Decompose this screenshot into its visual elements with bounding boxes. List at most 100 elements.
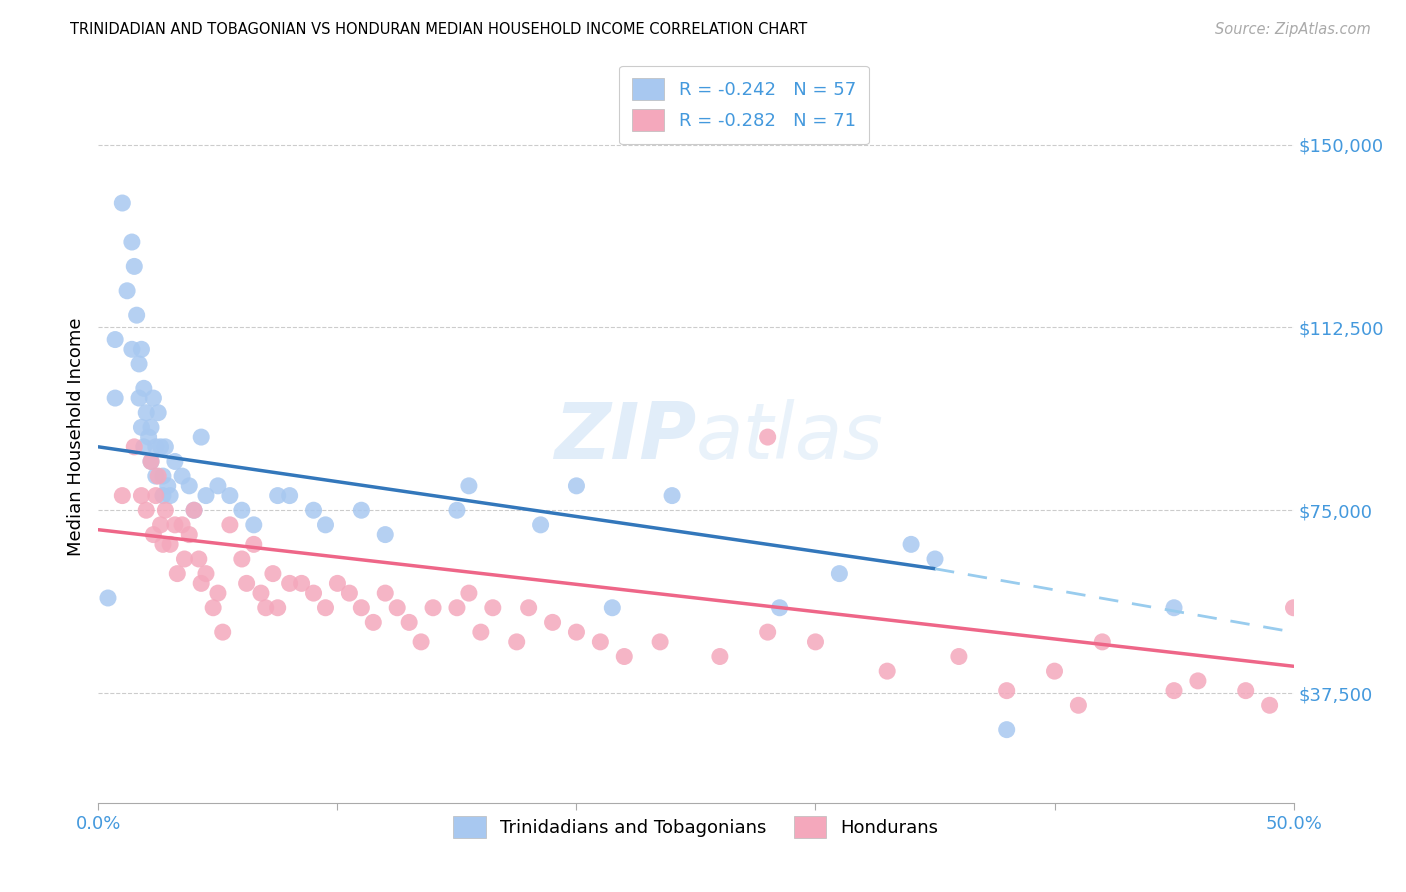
- Point: [152, 489, 174, 503]
- Point: [124, 260, 146, 274]
- Point: [828, 566, 851, 581]
- Point: [135, 406, 157, 420]
- Point: [315, 517, 337, 532]
- Point: [195, 489, 218, 503]
- Point: [139, 420, 162, 434]
- Point: [267, 600, 290, 615]
- Point: [613, 649, 636, 664]
- Point: [243, 537, 266, 551]
- Point: [315, 600, 337, 615]
- Point: [250, 586, 273, 600]
- Point: [195, 566, 218, 581]
- Point: [302, 586, 325, 600]
- Point: [1067, 698, 1090, 713]
- Point: [756, 430, 779, 444]
- Point: [207, 586, 229, 600]
- Point: [1234, 683, 1257, 698]
- Point: [97, 591, 120, 605]
- Point: [278, 489, 301, 503]
- Point: [219, 489, 242, 503]
- Point: [470, 625, 492, 640]
- Point: [302, 503, 325, 517]
- Point: [768, 600, 790, 615]
- Point: [243, 517, 266, 532]
- Point: [924, 552, 946, 566]
- Point: [1163, 683, 1185, 698]
- Point: [111, 489, 134, 503]
- Point: [187, 552, 209, 566]
- Point: [254, 600, 277, 615]
- Point: [163, 517, 186, 532]
- Point: [155, 440, 177, 454]
- Point: [385, 600, 409, 615]
- Point: [219, 517, 242, 532]
- Point: [156, 479, 179, 493]
- Point: [458, 479, 481, 493]
- Point: [231, 552, 253, 566]
- Point: [211, 625, 233, 640]
- Point: [121, 343, 143, 357]
- Point: [900, 537, 922, 551]
- Point: [374, 586, 396, 600]
- Point: [148, 469, 170, 483]
- Point: [183, 503, 205, 517]
- Point: [125, 308, 148, 322]
- Point: [530, 517, 553, 532]
- Point: [152, 469, 174, 483]
- Point: [995, 723, 1018, 737]
- Point: [422, 600, 444, 615]
- Point: [339, 586, 361, 600]
- Point: [124, 440, 146, 454]
- Text: Source: ZipAtlas.com: Source: ZipAtlas.com: [1215, 22, 1371, 37]
- Point: [291, 576, 314, 591]
- Point: [262, 566, 284, 581]
- Point: [179, 479, 201, 493]
- Point: [142, 527, 165, 541]
- Text: ZIP: ZIP: [554, 399, 696, 475]
- Point: [565, 625, 588, 640]
- Point: [207, 479, 229, 493]
- Point: [350, 600, 373, 615]
- Point: [111, 196, 134, 211]
- Point: [152, 537, 174, 551]
- Point: [104, 333, 127, 347]
- Point: [948, 649, 970, 664]
- Point: [1282, 600, 1305, 615]
- Point: [128, 391, 150, 405]
- Point: [145, 469, 167, 483]
- Point: [446, 600, 468, 615]
- Point: [135, 503, 157, 517]
- Point: [231, 503, 253, 517]
- Point: [876, 664, 898, 678]
- Point: [541, 615, 564, 630]
- Point: [398, 615, 420, 630]
- Point: [350, 503, 373, 517]
- Point: [121, 235, 143, 249]
- Point: [565, 479, 588, 493]
- Point: [173, 552, 195, 566]
- Point: [131, 489, 153, 503]
- Point: [145, 489, 167, 503]
- Point: [155, 503, 177, 517]
- Point: [163, 454, 186, 468]
- Point: [267, 489, 290, 503]
- Point: [1043, 664, 1066, 678]
- Point: [506, 635, 529, 649]
- Point: [446, 503, 468, 517]
- Point: [159, 489, 181, 503]
- Text: TRINIDADIAN AND TOBAGONIAN VS HONDURAN MEDIAN HOUSEHOLD INCOME CORRELATION CHART: TRINIDADIAN AND TOBAGONIAN VS HONDURAN M…: [70, 22, 807, 37]
- Text: atlas: atlas: [696, 399, 884, 475]
- Point: [131, 343, 153, 357]
- Point: [363, 615, 385, 630]
- Point: [138, 430, 160, 444]
- Point: [149, 517, 172, 532]
- Point: [374, 527, 396, 541]
- Point: [148, 406, 170, 420]
- Point: [995, 683, 1018, 698]
- Point: [804, 635, 827, 649]
- Point: [179, 527, 201, 541]
- Point: [132, 440, 155, 454]
- Point: [756, 625, 779, 640]
- Point: [648, 635, 672, 649]
- Point: [115, 284, 138, 298]
